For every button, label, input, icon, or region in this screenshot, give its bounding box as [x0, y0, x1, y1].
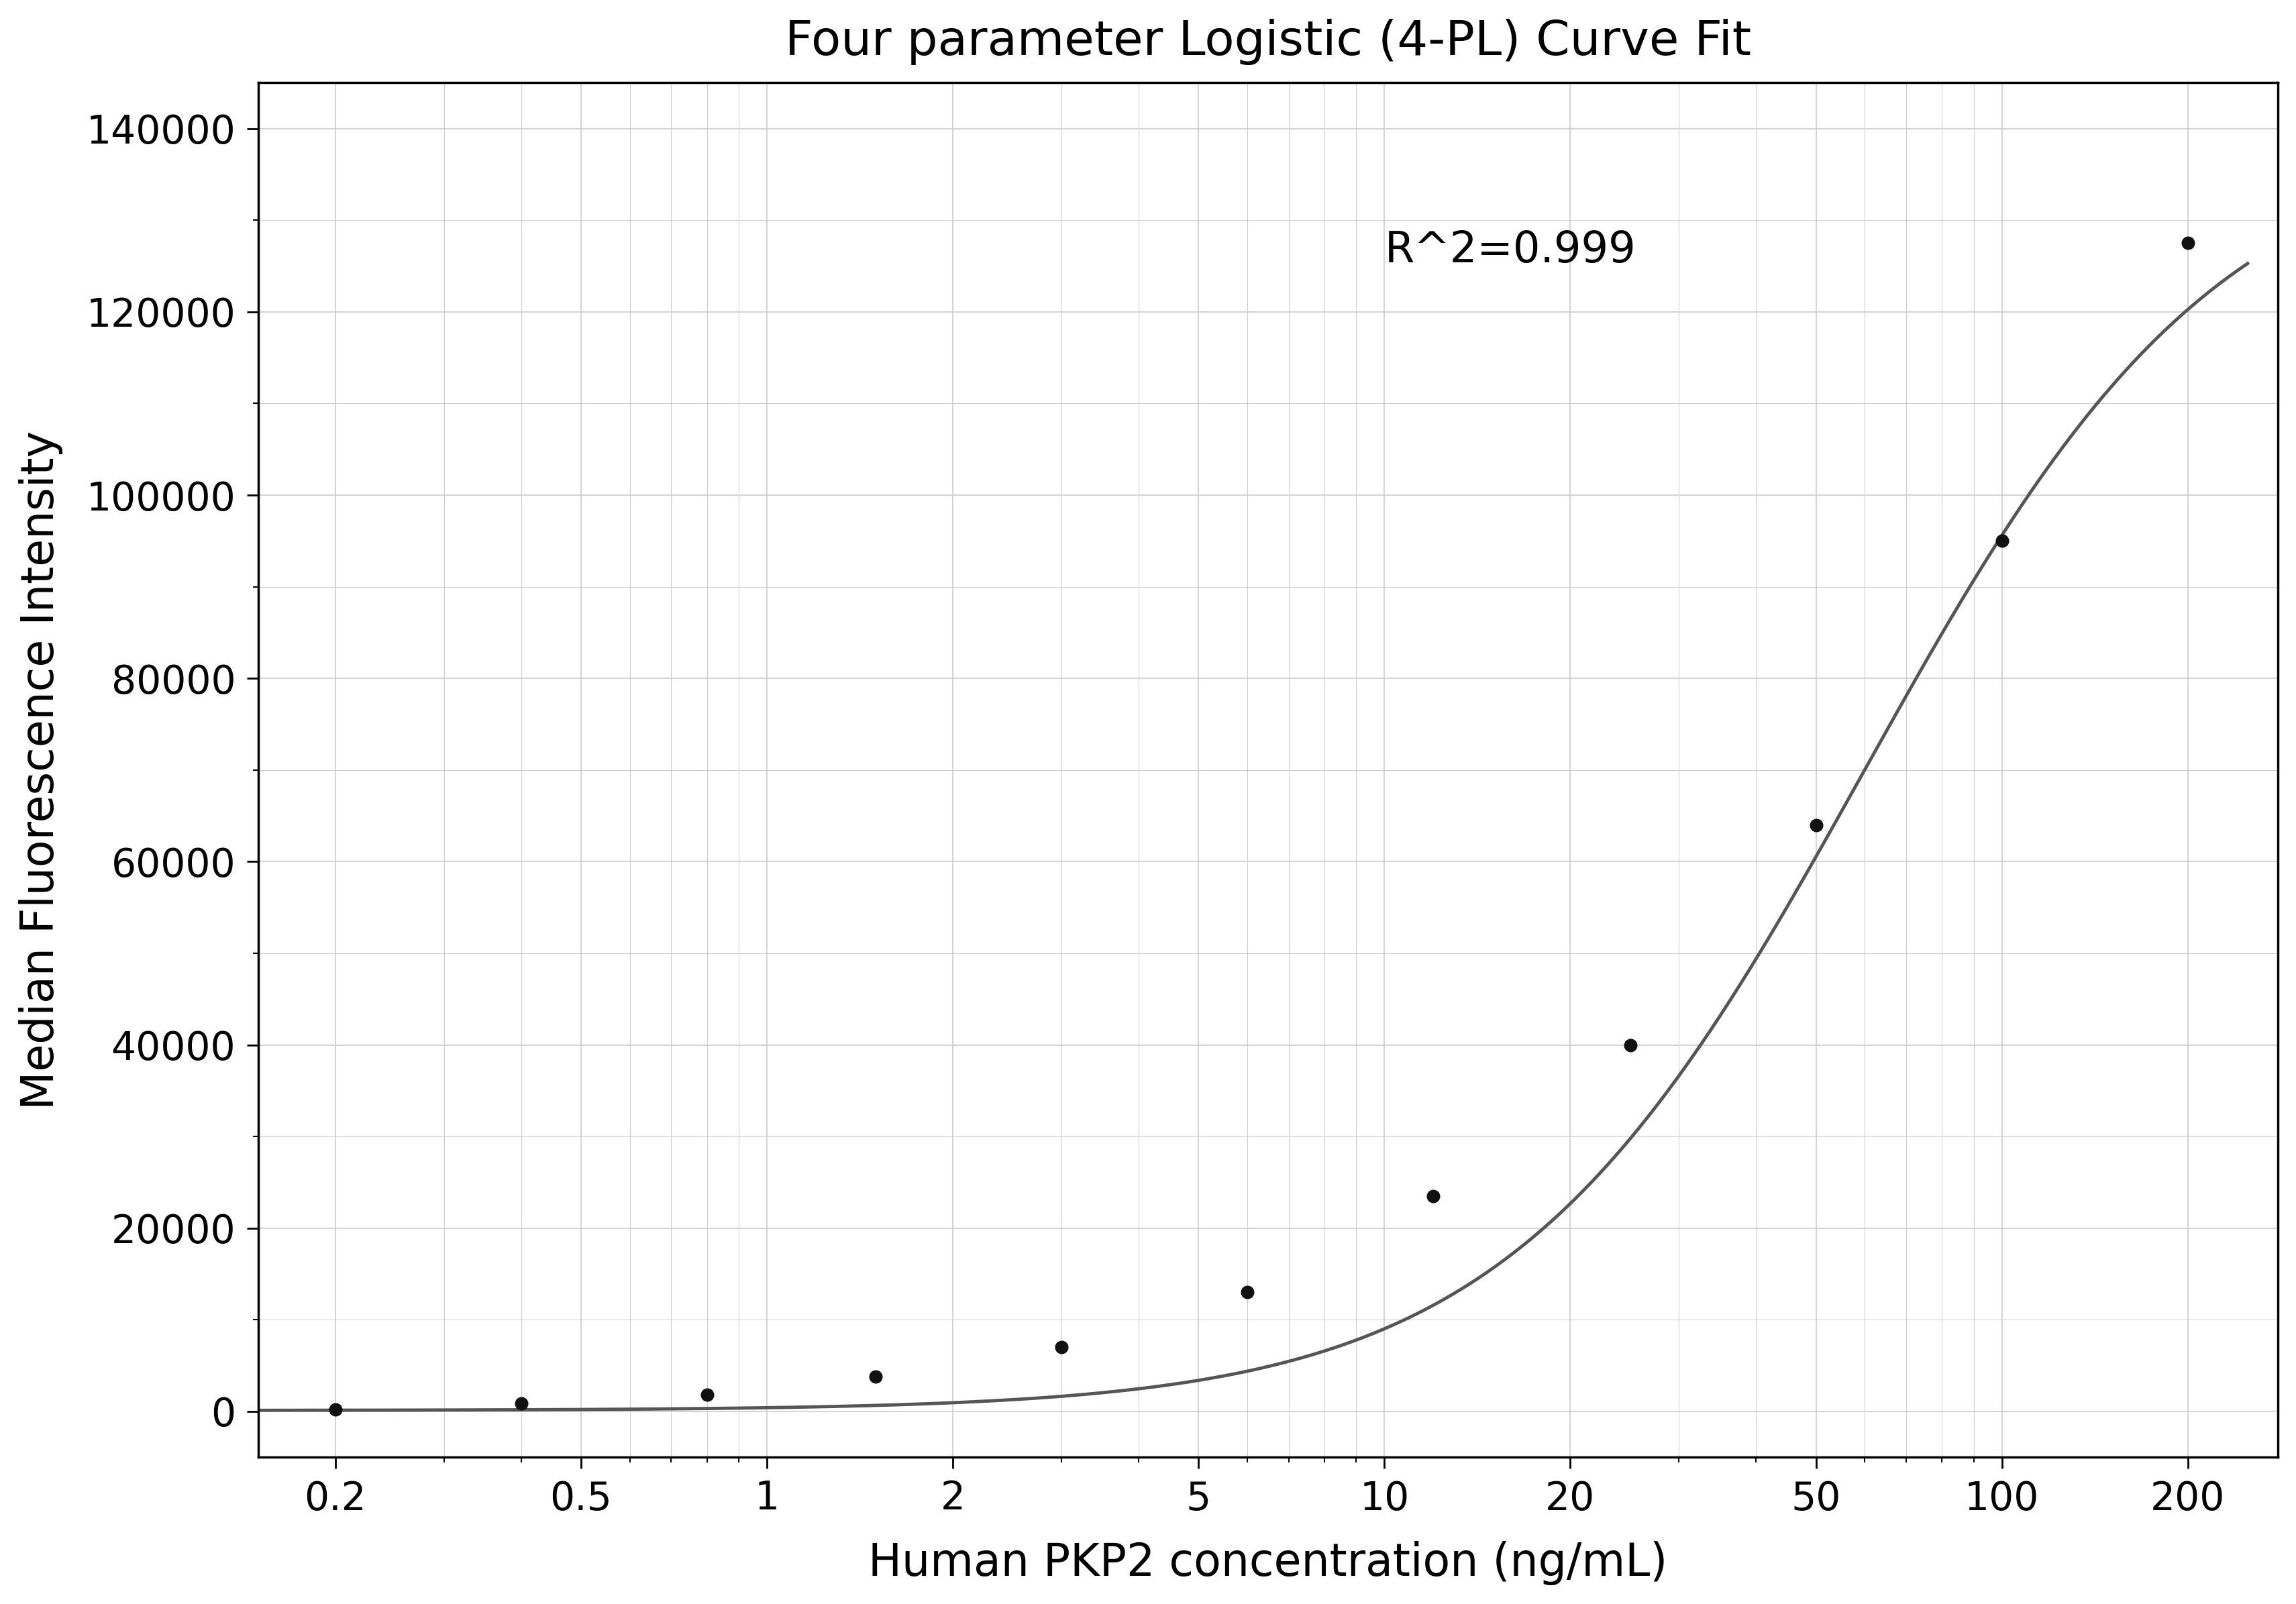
- Point: [1042, 1335, 1079, 1360]
- Point: [856, 1363, 893, 1389]
- Point: [1984, 528, 2020, 553]
- Point: [503, 1391, 540, 1416]
- X-axis label: Human PKP2 concentration (ng/mL): Human PKP2 concentration (ng/mL): [868, 1541, 1667, 1585]
- Point: [1612, 1031, 1649, 1057]
- Point: [689, 1383, 726, 1408]
- Y-axis label: Median Fluorescence Intensity: Median Fluorescence Intensity: [18, 430, 62, 1110]
- Point: [1228, 1280, 1265, 1306]
- Point: [1414, 1184, 1451, 1209]
- Point: [1798, 812, 1835, 837]
- Title: Four parameter Logistic (4-PL) Curve Fit: Four parameter Logistic (4-PL) Curve Fit: [785, 19, 1750, 64]
- Text: R^2=0.999: R^2=0.999: [1384, 229, 1635, 271]
- Point: [2170, 231, 2206, 257]
- Point: [317, 1397, 354, 1423]
